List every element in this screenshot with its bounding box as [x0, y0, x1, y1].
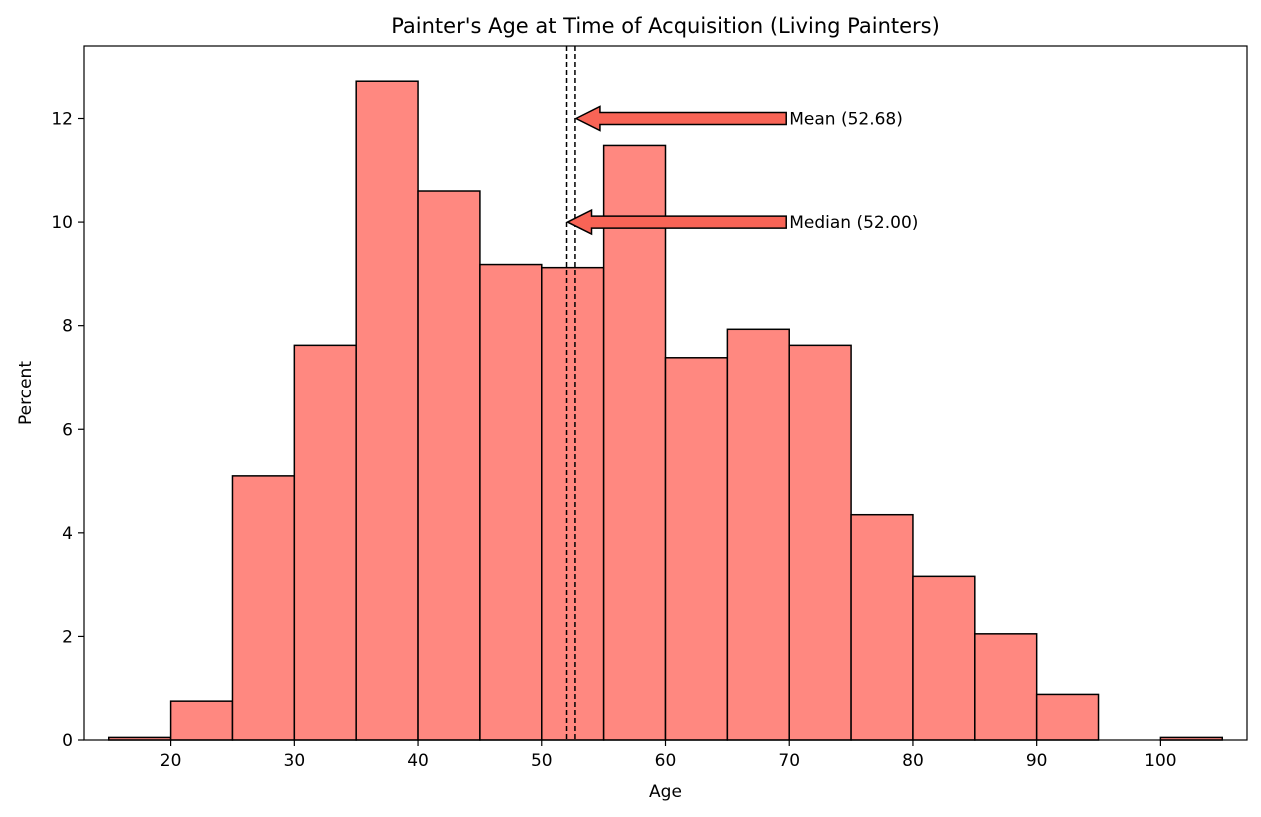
annotations-group: Mean (52.68) Median (52.00) — [565, 105, 918, 236]
histogram-bar-13 — [912, 575, 976, 741]
annotation-label-1: Median (52.00) — [789, 213, 918, 233]
histogram-bar-4 — [355, 80, 419, 741]
reference-lines-group — [565, 46, 576, 740]
histogram-bar-3 — [293, 344, 357, 741]
y-tick-label-3: 6 — [62, 420, 73, 440]
x-tick-label-8: 100 — [1144, 751, 1176, 771]
histogram-bar-6 — [479, 263, 543, 741]
bars-group — [107, 80, 1224, 741]
histogram-bar-9 — [664, 357, 729, 741]
histogram-bar-11 — [788, 344, 852, 741]
histogram-bar-2 — [231, 475, 296, 741]
histogram-bar-12 — [850, 513, 914, 741]
x-tick-label-6: 80 — [902, 751, 924, 771]
histogram-bar-14 — [974, 633, 1038, 741]
x-tick-label-3: 50 — [531, 751, 553, 771]
histogram-bar-10 — [726, 328, 790, 741]
x-tick-label-2: 40 — [407, 751, 429, 771]
x-tick-label-7: 90 — [1026, 751, 1048, 771]
histogram-bar-1 — [169, 700, 234, 741]
annotation-arrow-0 — [574, 105, 787, 132]
histogram-bar-5 — [417, 190, 481, 741]
chart-title: Painter's Age at Time of Acquisition (Li… — [391, 14, 940, 38]
histogram-bar-15 — [1035, 693, 1100, 741]
y-tick-label-5: 10 — [51, 213, 73, 233]
x-tick-label-5: 70 — [778, 751, 800, 771]
histogram-bar-7 — [541, 266, 605, 741]
annotation-label-0: Mean (52.68) — [789, 110, 903, 130]
x-tick-label-4: 60 — [655, 751, 677, 771]
y-tick-label-4: 8 — [62, 317, 73, 337]
x-axis: 20 30 40 50 60 70 80 90 100 — [160, 740, 1177, 771]
histogram-bar-8 — [602, 144, 667, 741]
y-tick-label-2: 4 — [62, 524, 73, 544]
x-axis-label: Age — [649, 782, 682, 802]
x-tick-label-0: 20 — [160, 751, 182, 771]
y-tick-label-1: 2 — [62, 627, 73, 647]
annotation-arrow-1 — [565, 208, 787, 236]
y-axis: 0 2 4 6 8 10 12 — [51, 110, 84, 751]
y-tick-label-0: 0 — [62, 731, 73, 751]
x-tick-label-1: 30 — [284, 751, 306, 771]
y-axis-label: Percent — [16, 361, 36, 425]
y-tick-label-6: 12 — [51, 110, 73, 130]
